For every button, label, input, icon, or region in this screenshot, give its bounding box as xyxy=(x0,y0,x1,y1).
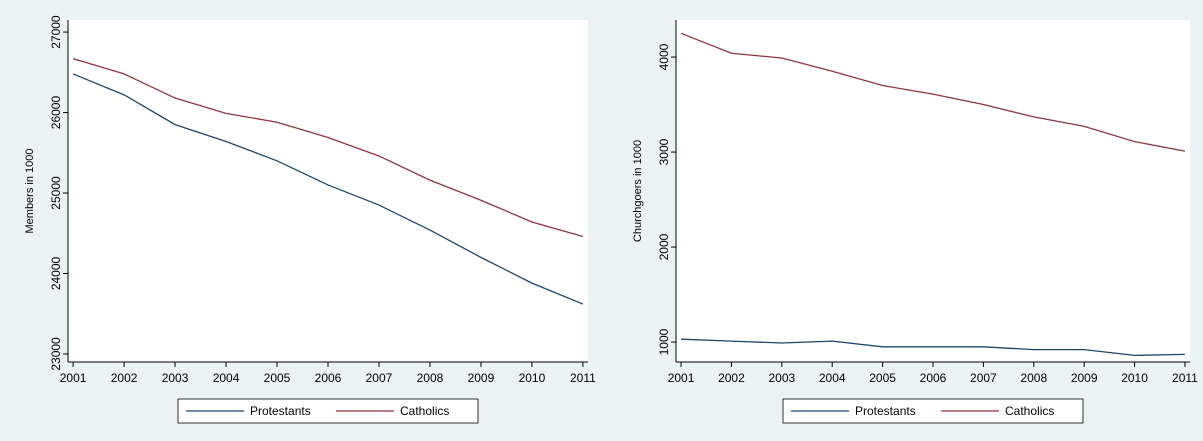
x-tick-label: 2010 xyxy=(1121,371,1148,385)
x-tick-label: 2003 xyxy=(162,371,189,385)
y-tick-label: 4000 xyxy=(657,43,671,70)
y-tick-label: 27000 xyxy=(49,15,63,49)
line-series xyxy=(72,73,584,305)
y-tick-label: 1000 xyxy=(657,328,671,355)
legend-label: Protestants xyxy=(250,404,311,418)
x-tick-label: 2006 xyxy=(920,371,947,385)
x-tick-label: 2007 xyxy=(366,371,393,385)
x-tick-label: 2003 xyxy=(768,371,795,385)
x-tick-label: 2006 xyxy=(315,371,342,385)
x-tick-label: 2002 xyxy=(111,371,138,385)
x-tick-label: 2008 xyxy=(417,371,444,385)
y-tick-label: 3000 xyxy=(657,138,671,165)
x-tick-label: 2008 xyxy=(1020,371,1047,385)
plot-area xyxy=(676,20,1190,362)
x-tick-label: 2009 xyxy=(1071,371,1098,385)
x-tick-label: 2005 xyxy=(264,371,291,385)
chart: 23000 24000 25000 26000 27000 2001 2002 2003 200… xyxy=(24,15,596,424)
legend-label: Catholics xyxy=(1005,404,1054,418)
plot-area xyxy=(68,20,588,362)
y-tick-label: 2000 xyxy=(657,233,671,260)
line-series xyxy=(681,338,1185,357)
x-tick-label: 2011 xyxy=(570,371,596,385)
y-tick-label: 25000 xyxy=(49,176,63,210)
line-series xyxy=(680,32,1186,152)
x-tick-label: 2010 xyxy=(519,371,546,385)
y-tick-label: 24000 xyxy=(49,256,63,290)
legend-label: Protestants xyxy=(855,404,916,418)
x-tick-label: 2001 xyxy=(668,371,695,385)
chart: 1000 2000 3000 4000 2001 2002 2003 2004 2005 2006… xyxy=(632,20,1198,424)
y-tick-label: 26000 xyxy=(49,96,63,130)
x-tick-label: 2004 xyxy=(819,371,846,385)
x-tick-label: 2001 xyxy=(60,371,87,385)
x-tick-label: 2004 xyxy=(213,371,240,385)
legend-label: Catholics xyxy=(400,404,449,418)
line-series xyxy=(72,58,584,238)
x-tick-label: 2005 xyxy=(869,371,896,385)
x-tick-label: 2009 xyxy=(468,371,495,385)
y-axis-title: Members in 1000 xyxy=(24,149,36,234)
y-axis-title: Churchgoers in 1000 xyxy=(632,140,644,242)
x-tick-label: 2011 xyxy=(1172,371,1198,385)
x-tick-label: 2007 xyxy=(970,371,997,385)
x-tick-label: 2002 xyxy=(718,371,745,385)
y-tick-label: 23000 xyxy=(49,337,63,371)
